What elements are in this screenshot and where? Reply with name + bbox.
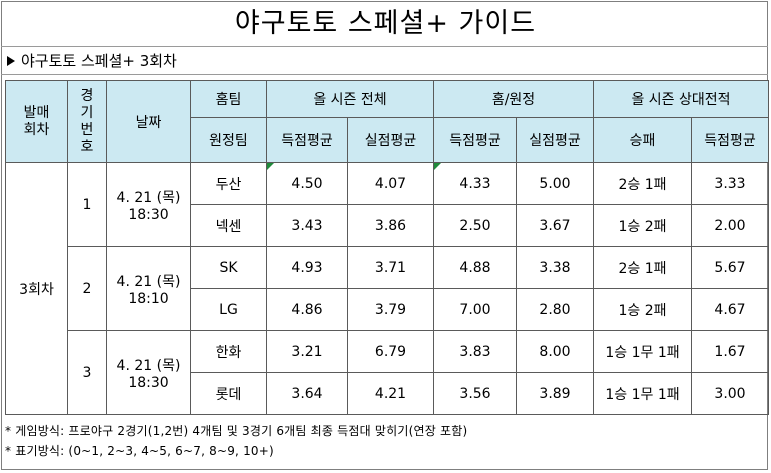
ha-scored-cell: 4.88 xyxy=(433,246,517,289)
head-to-head-header: 올 시즌 상대전적 xyxy=(593,80,769,118)
game-date: 4. 21 (목) xyxy=(116,189,181,206)
date-cell: 4. 21 (목) 18:30 xyxy=(106,162,191,247)
season-scored-cell: 4.86 xyxy=(266,288,348,331)
footnotes: * 게임방식: 프로야구 2경기(1,2번) 4개팀 및 3경기 6개팀 최종 … xyxy=(5,421,467,461)
away-team-header: 원정팀 xyxy=(190,117,267,163)
game-no-cell: 3 xyxy=(67,330,107,415)
ha-scored-cell: 2.50 xyxy=(433,204,517,247)
home-team-header: 홈팀 xyxy=(190,80,267,118)
team-name: LG xyxy=(190,288,267,331)
team-name: 한화 xyxy=(190,330,267,373)
h2h-scored-cell: 5.67 xyxy=(691,246,769,289)
ha-allowed-cell: 8.00 xyxy=(516,330,594,373)
table-row: 2 4. 21 (목) 18:10 SK 4.93 3.71 4.88 3.38 … xyxy=(6,246,769,331)
round-header-line-1: 발매 xyxy=(23,104,50,121)
record-cell: 1승 1무 1패 xyxy=(593,372,692,415)
season-scored-cell: 3.64 xyxy=(266,372,348,415)
record-cell: 1승 2패 xyxy=(593,204,692,247)
season-allowed-cell: 3.71 xyxy=(347,246,434,289)
game-no-cell: 2 xyxy=(67,246,107,331)
season-scored-cell: 4.50 xyxy=(266,162,348,205)
season-allowed-cell: 4.21 xyxy=(347,372,434,415)
h2h-scored-header: 득점평균 xyxy=(691,117,769,163)
home-away-header: 홈/원정 xyxy=(433,80,594,118)
game-no-header-char: 기 xyxy=(80,104,94,121)
ha-scored-cell: 7.00 xyxy=(433,288,517,331)
ha-allowed-cell: 2.80 xyxy=(516,288,594,331)
team-name: 두산 xyxy=(190,162,267,205)
table-row: LG 4.86 3.79 7.00 2.80 1승 2패 4.67 xyxy=(6,288,769,331)
date-header: 날짜 xyxy=(106,80,191,163)
game-time: 18:10 xyxy=(128,290,169,307)
h2h-scored-cell: 4.67 xyxy=(691,288,769,331)
table-row: 롯데 3.64 4.21 3.56 3.89 1승 1무 1패 3.00 xyxy=(6,372,769,415)
game-no-header-char: 경 xyxy=(80,87,94,104)
page-title: 야구토토 스페셜+ 가이드 xyxy=(234,8,537,39)
h2h-scored-cell: 3.00 xyxy=(691,372,769,415)
season-allowed-cell: 3.86 xyxy=(347,204,434,247)
table-row: 3회차 1 4. 21 (목) 18:30 두산 4.50 4.07 4.33 5… xyxy=(5,162,769,415)
team-name: 넥센 xyxy=(190,204,267,247)
game-no-header-char: 호 xyxy=(80,138,94,155)
subtitle-divider xyxy=(1,74,768,75)
date-cell: 4. 21 (목) 18:30 xyxy=(106,330,191,415)
game-time: 18:30 xyxy=(128,206,169,223)
record-cell: 1승 1무 1패 xyxy=(593,330,692,373)
section-subtitle: 야구토토 스페셜+ 3회차 xyxy=(7,51,177,71)
game-date: 4. 21 (목) xyxy=(116,273,181,290)
date-cell: 4. 21 (목) 18:10 xyxy=(106,246,191,331)
season-allowed-cell: 4.07 xyxy=(347,162,434,205)
triangle-bullet-icon xyxy=(7,55,15,66)
ha-allowed-cell: 3.67 xyxy=(516,204,594,247)
game-date: 4. 21 (목) xyxy=(116,357,181,374)
ha-scored-cell: 4.33 xyxy=(433,162,517,205)
ha-allowed-cell: 3.38 xyxy=(516,246,594,289)
season-allowed-header: 실점평균 xyxy=(347,117,434,163)
season-total-header: 올 시즌 전체 xyxy=(266,80,434,118)
season-scored-cell: 3.43 xyxy=(266,204,348,247)
record-cell: 1승 2패 xyxy=(593,288,692,331)
season-scored-cell: 4.93 xyxy=(266,246,348,289)
ha-allowed-header: 실점평균 xyxy=(516,117,594,163)
h2h-scored-cell: 2.00 xyxy=(691,204,769,247)
ha-scored-cell: 3.56 xyxy=(433,372,517,415)
footnote-game-method: * 게임방식: 프로야구 2경기(1,2번) 4개팀 및 3경기 6개팀 최종 … xyxy=(5,424,468,438)
section-subtitle-text: 야구토토 스페셜+ 3회차 xyxy=(21,52,177,70)
ha-allowed-cell: 5.00 xyxy=(516,162,594,205)
game-time: 18:30 xyxy=(128,374,169,391)
team-name: 롯데 xyxy=(190,372,267,415)
ha-scored-cell: 3.83 xyxy=(433,330,517,373)
round-cell: 3회차 xyxy=(5,162,68,415)
ha-scored-header: 득점평균 xyxy=(433,117,517,163)
ha-allowed-cell: 3.89 xyxy=(516,372,594,415)
record-cell: 2승 1패 xyxy=(593,246,692,289)
season-allowed-cell: 6.79 xyxy=(347,330,434,373)
round-header-line-2: 회차 xyxy=(23,121,50,138)
game-no-cell: 1 xyxy=(67,162,107,247)
season-scored-cell: 3.21 xyxy=(266,330,348,373)
table-row: 3 4. 21 (목) 18:30 한화 3.21 6.79 3.83 8.00 … xyxy=(6,330,769,415)
season-scored-header: 득점평균 xyxy=(266,117,348,163)
record-cell: 2승 1패 xyxy=(593,162,692,205)
h2h-scored-cell: 1.67 xyxy=(691,330,769,373)
footnote-notation: * 표기방식: (0~1, 2~3, 4~5, 6~7, 8~9, 10+) xyxy=(5,444,274,458)
title-divider xyxy=(1,46,768,47)
h2h-scored-cell: 3.33 xyxy=(691,162,769,205)
season-allowed-cell: 3.79 xyxy=(347,288,434,331)
table-row: 넥센 3.43 3.86 2.50 3.67 1승 2패 2.00 xyxy=(6,204,769,247)
win-loss-header: 승패 xyxy=(593,117,692,163)
game-no-header-char: 번 xyxy=(80,121,94,138)
team-name: SK xyxy=(190,246,267,289)
round-header: 발매 회차 xyxy=(5,80,68,163)
